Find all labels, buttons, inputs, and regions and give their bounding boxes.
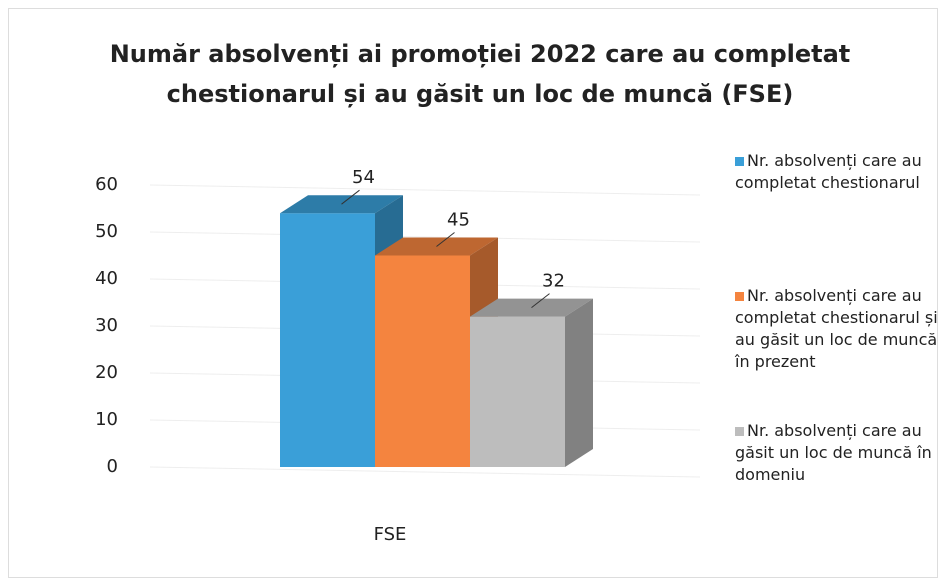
legend-label: Nr. absolvenți care au completat chestio… <box>735 151 922 192</box>
y-tick-label: 40 <box>95 268 118 289</box>
legend-swatch <box>735 427 744 436</box>
y-tick-label: 0 <box>107 456 118 477</box>
data-label: 32 <box>542 271 565 292</box>
data-label: 45 <box>447 210 470 231</box>
bar <box>470 316 565 467</box>
legend-entry: Nr. absolvenți care au completat chestio… <box>735 285 948 373</box>
data-label: 54 <box>352 167 375 188</box>
bar <box>375 255 470 467</box>
leader-line <box>341 189 360 205</box>
bar <box>280 213 375 467</box>
chart-frame <box>8 8 938 578</box>
legend-label: Nr. absolvenți care au completat chestio… <box>735 286 938 371</box>
legend-swatch <box>735 157 744 166</box>
legend-entry: Nr. absolvenți care au completat chestio… <box>735 150 948 194</box>
leader-line <box>531 293 550 308</box>
legend-label: Nr. absolvenți care au găsit un loc de m… <box>735 421 932 484</box>
y-tick-label: 50 <box>95 221 118 242</box>
grid-line <box>149 466 701 478</box>
grid-line <box>149 184 701 196</box>
y-tick-label: 20 <box>95 362 118 383</box>
y-tick-label: 30 <box>95 315 118 336</box>
chart-title: Număr absolvenți ai promoției 2022 care … <box>109 40 851 108</box>
y-tick-label: 60 <box>95 174 118 195</box>
x-tick-label: FSE <box>374 524 407 545</box>
grid-line <box>149 231 701 243</box>
legend-swatch <box>735 292 744 301</box>
legend-entry: Nr. absolvenți care au găsit un loc de m… <box>735 420 948 486</box>
leader-line <box>436 232 455 247</box>
y-tick-label: 10 <box>95 409 118 430</box>
bar-side <box>565 298 593 467</box>
